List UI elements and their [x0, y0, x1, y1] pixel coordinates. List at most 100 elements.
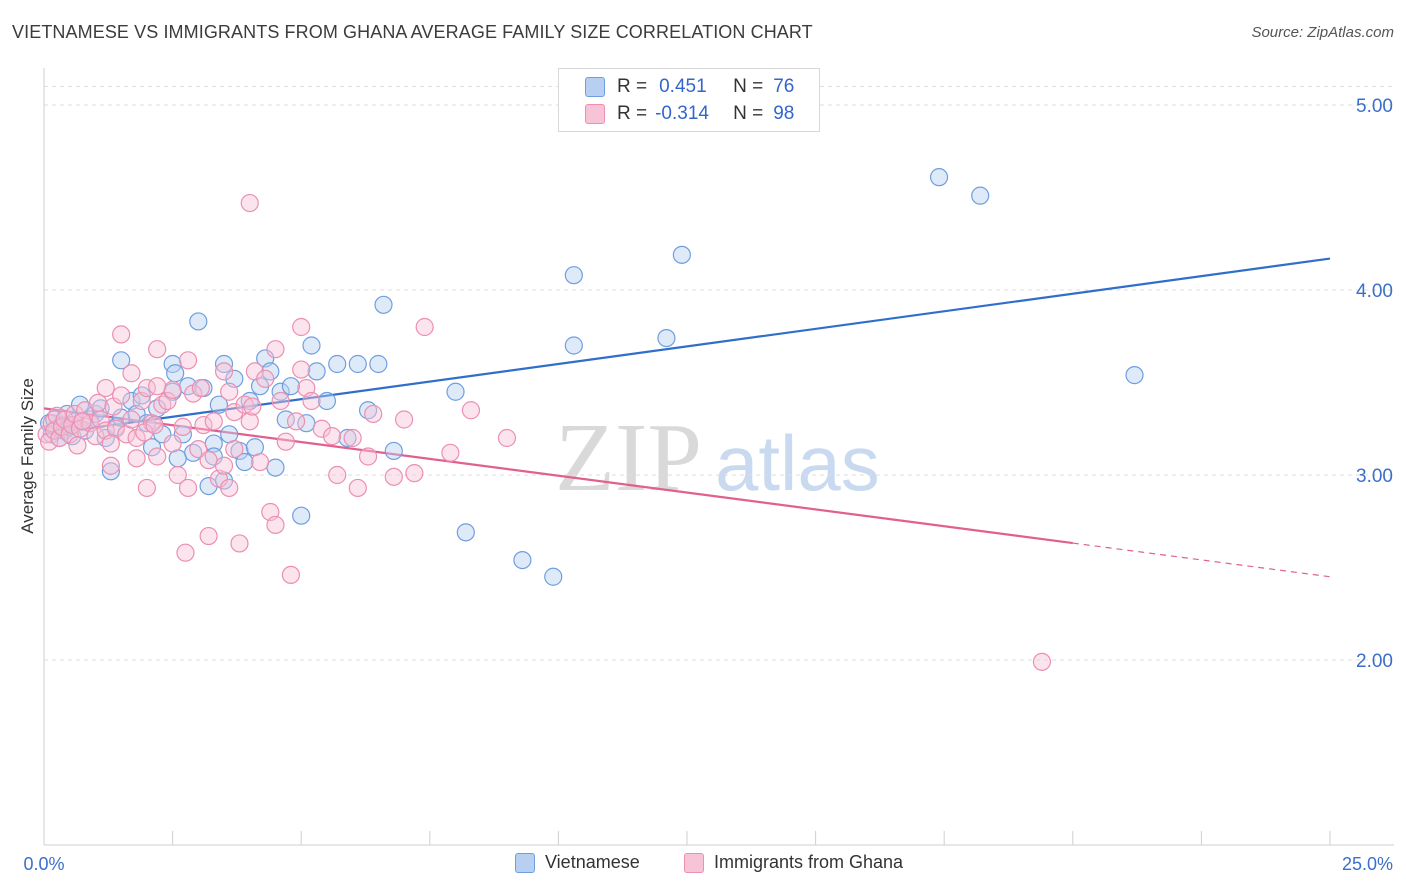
- vietnamese-point: [142, 438, 162, 457]
- vietnamese-point: [302, 336, 321, 355]
- ghana-trend-line: [43, 407, 1073, 545]
- ghana-point: [137, 478, 156, 498]
- ghana-point: [220, 382, 239, 401]
- ghana-swatch: [684, 852, 704, 873]
- ghana-point: [173, 417, 192, 436]
- ghana-point: [178, 351, 198, 370]
- stats-legend: R = 0.451 N = 76 R = -0.314 N = 98: [558, 68, 820, 132]
- vietnamese-swatch: [515, 852, 535, 873]
- ghana-point: [322, 427, 342, 446]
- ghana-point: [135, 423, 154, 442]
- watermark-zip: ZIP: [555, 404, 702, 512]
- vietnamese-point: [317, 391, 337, 411]
- ghana-point: [243, 397, 262, 416]
- ghana-point: [86, 427, 105, 446]
- vietnamese-point: [348, 354, 367, 374]
- ghana-point: [240, 193, 259, 213]
- vietnamese-point: [374, 295, 393, 314]
- ghana-point: [127, 449, 146, 468]
- source-label: Source: ZipAtlas.com: [1251, 24, 1394, 41]
- ghana-point: [73, 412, 92, 431]
- watermark-atlas: atlas: [715, 419, 880, 507]
- ghana-point: [189, 440, 208, 459]
- ghana-point: [240, 412, 259, 431]
- r-label: R =: [617, 103, 648, 124]
- legend-label: Immigrants from Ghana: [714, 852, 904, 872]
- vietnamese-point: [101, 462, 120, 481]
- data-points: [37, 168, 1144, 671]
- ghana-point: [461, 401, 481, 420]
- vietnamese-point: [209, 395, 228, 414]
- ghana-point: [96, 378, 115, 398]
- ghana-point: [112, 386, 131, 405]
- r-label: R =: [617, 76, 648, 97]
- y-tick-label: 3.00: [1356, 466, 1393, 487]
- ghana-point: [358, 447, 378, 466]
- ghana-point: [214, 362, 234, 381]
- vietnamese-point: [166, 364, 185, 383]
- vietnamese-point: [307, 362, 326, 381]
- ghana-point: [281, 565, 301, 585]
- vietnamese-point: [971, 186, 990, 205]
- vietnamese-point: [112, 351, 131, 370]
- ghana-point: [142, 414, 162, 433]
- ghana-point: [145, 415, 164, 435]
- vietnamese-point: [338, 428, 357, 448]
- vietnamese-point: [657, 329, 676, 348]
- ghana-point: [40, 432, 59, 451]
- ghana-point: [199, 526, 218, 546]
- ghana-point: [286, 412, 306, 431]
- ghana-point: [101, 456, 120, 475]
- ghana-point: [148, 340, 167, 359]
- n-value: 76: [773, 76, 795, 97]
- ghana-trend-extension: [1072, 542, 1331, 578]
- vietnamese-point: [446, 382, 465, 401]
- vietnamese-trend-line: [43, 257, 1331, 436]
- vietnamese-point: [328, 354, 347, 374]
- ghana-point: [204, 412, 223, 431]
- ghana-point: [384, 467, 403, 486]
- r-value: 0.451: [659, 76, 707, 97]
- ghana-point: [343, 428, 362, 448]
- ghana-point: [91, 410, 110, 429]
- trend-lines: [43, 257, 1331, 578]
- vietnamese-point: [214, 354, 234, 374]
- vietnamese-point: [189, 312, 208, 331]
- ghana-point: [364, 404, 383, 424]
- ghana-point: [225, 403, 244, 422]
- y-tick-label: 5.00: [1356, 96, 1393, 117]
- ghana-point: [230, 534, 249, 553]
- y-tick-label: 2.00: [1356, 651, 1393, 672]
- legend-item-vietnamese: Vietnamese: [515, 852, 640, 873]
- vietnamese-point: [384, 441, 403, 461]
- ghana-point: [405, 464, 424, 483]
- chart-title: VIETNAMESE VS IMMIGRANTS FROM GHANA AVER…: [12, 22, 813, 42]
- vietnamese-point: [456, 523, 475, 542]
- ghana-point: [148, 377, 167, 396]
- ghana-point: [266, 515, 285, 535]
- vietnamese-point: [564, 336, 583, 355]
- stats-row-vietnamese: R = 0.451 N = 76: [585, 75, 794, 99]
- legend-label: Vietnamese: [545, 852, 640, 872]
- ghana-point: [302, 391, 321, 411]
- ghana-point: [194, 415, 213, 435]
- ghana-point: [163, 380, 182, 399]
- ghana-swatch: [585, 104, 605, 124]
- vietnamese-swatch: [585, 77, 605, 97]
- ghana-point: [178, 478, 198, 498]
- x-tick-label: 25.0%: [1342, 854, 1393, 874]
- ghana-point: [348, 478, 367, 498]
- ghana-point: [50, 428, 69, 448]
- ghana-point: [415, 317, 434, 337]
- vietnamese-point: [513, 550, 532, 570]
- vietnamese-point: [235, 452, 254, 472]
- ghana-point: [497, 428, 517, 448]
- vietnamese-point: [544, 567, 563, 586]
- axes: [43, 68, 1394, 846]
- stats-row-ghana: R = -0.314 N = 98: [585, 102, 794, 126]
- ghana-point: [101, 434, 120, 453]
- ghana-point: [220, 478, 239, 498]
- vietnamese-point: [266, 458, 285, 477]
- ghana-point: [266, 340, 285, 359]
